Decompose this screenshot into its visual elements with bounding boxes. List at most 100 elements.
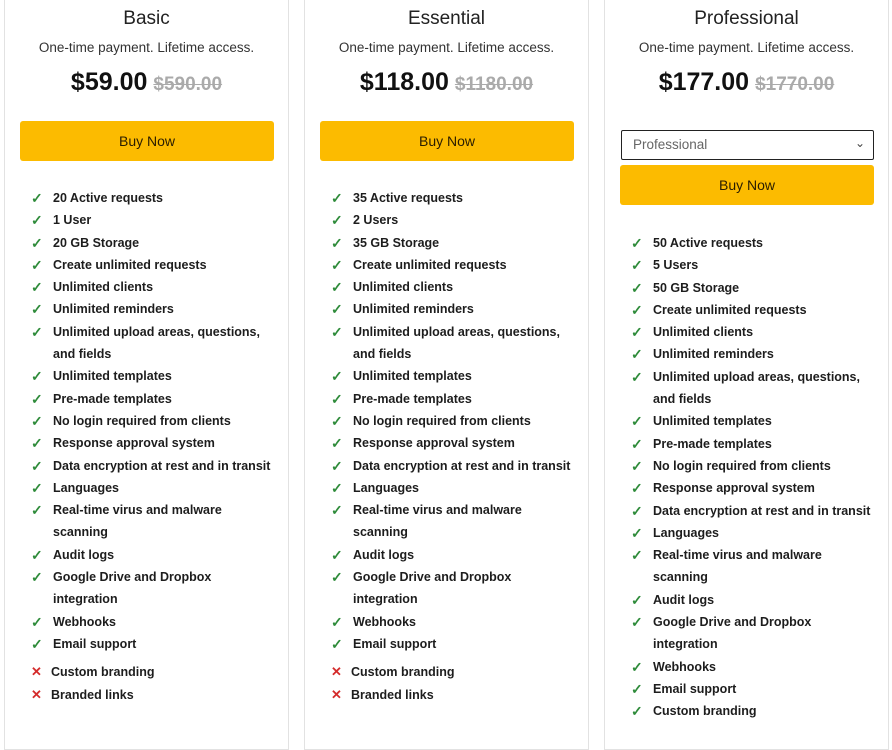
plan-title: Professional bbox=[694, 8, 799, 29]
feature-item: ✕ Custom branding bbox=[31, 661, 271, 683]
plan-tier-select[interactable]: Professional ⌄ bbox=[621, 130, 874, 160]
check-icon: ✓ bbox=[31, 368, 43, 385]
check-icon: ✓ bbox=[31, 412, 43, 429]
check-icon: ✓ bbox=[331, 234, 343, 251]
check-icon: ✓ bbox=[631, 279, 643, 296]
feature-text: Data encryption at rest and in transit bbox=[653, 503, 871, 518]
feature-item: ✓ Languages bbox=[631, 522, 871, 544]
plan-card-professional: Professional One-time payment. Lifetime … bbox=[604, 0, 889, 750]
feature-text: Data encryption at rest and in transit bbox=[53, 458, 271, 473]
plan-card-essential: Essential One-time payment. Lifetime acc… bbox=[304, 0, 589, 750]
feature-list: ✓ 50 Active requests ✓ 5 Users ✓ 50 GB Storag… bbox=[631, 232, 871, 723]
feature-item: ✓ 1 User bbox=[31, 209, 271, 231]
check-icon: ✓ bbox=[331, 190, 343, 206]
feature-item: ✓ 20 Active requests bbox=[31, 187, 271, 209]
buy-now-button[interactable]: Buy Now bbox=[320, 121, 574, 161]
feature-text: Response approval system bbox=[653, 481, 815, 496]
feature-text: Unlimited reminders bbox=[353, 302, 474, 317]
feature-text: Languages bbox=[53, 480, 119, 495]
feature-text: Custom branding bbox=[351, 665, 455, 680]
feature-item: ✓ 35 GB Storage bbox=[331, 232, 571, 254]
feature-text: Audit logs bbox=[653, 592, 715, 607]
feature-item: ✓ Real-time virus and malware scanning bbox=[31, 499, 271, 544]
feature-text: 50 GB Storage bbox=[653, 280, 740, 295]
cross-icon: ✕ bbox=[331, 686, 342, 702]
check-icon: ✓ bbox=[31, 234, 43, 251]
feature-text: Custom branding bbox=[51, 665, 155, 680]
check-icon: ✓ bbox=[631, 346, 643, 363]
feature-text: Response approval system bbox=[53, 436, 215, 451]
feature-item: ✓ Create unlimited requests bbox=[31, 254, 271, 276]
price: $59.00 $590.00 bbox=[5, 68, 288, 97]
plan-card-basic: Basic One-time payment. Lifetime access.… bbox=[4, 0, 289, 750]
check-icon: ✓ bbox=[31, 190, 43, 206]
current-price: $177.00 bbox=[658, 68, 750, 96]
cross-icon: ✕ bbox=[31, 686, 42, 702]
check-icon: ✓ bbox=[331, 457, 343, 474]
check-icon: ✓ bbox=[331, 502, 343, 519]
feature-item: ✓ Unlimited upload areas, questions, and … bbox=[631, 366, 871, 411]
feature-item: ✓ 5 Users bbox=[631, 254, 871, 276]
feature-list: ✓ 35 Active requests ✓ 2 Users ✓ 35 GB Storag… bbox=[331, 187, 571, 706]
feature-text: Languages bbox=[653, 525, 719, 540]
plan-title: Essential bbox=[407, 8, 486, 29]
feature-text: 5 Users bbox=[653, 258, 699, 273]
feature-text: Unlimited templates bbox=[53, 369, 172, 384]
check-icon: ✓ bbox=[331, 323, 343, 340]
feature-item: ✓ Data encryption at rest and in transit bbox=[31, 455, 271, 477]
feature-text: Email support bbox=[653, 681, 737, 696]
current-price: $59.00 bbox=[70, 68, 148, 96]
feature-text: Unlimited reminders bbox=[53, 302, 174, 317]
feature-text: Email support bbox=[53, 636, 137, 651]
buy-now-button[interactable]: Buy Now bbox=[620, 165, 874, 205]
feature-item: ✓ Email support bbox=[631, 678, 871, 700]
feature-item: ✓ Unlimited reminders bbox=[31, 298, 271, 320]
feature-item: ✓ Create unlimited requests bbox=[331, 254, 571, 276]
check-icon: ✓ bbox=[631, 413, 643, 430]
feature-text: Response approval system bbox=[353, 436, 515, 451]
feature-item: ✓ Audit logs bbox=[631, 589, 871, 611]
feature-item: ✓ Webhooks bbox=[331, 611, 571, 633]
feature-text: Webhooks bbox=[53, 614, 116, 629]
cross-icon: ✕ bbox=[31, 664, 42, 680]
check-icon: ✓ bbox=[331, 635, 343, 652]
check-icon: ✓ bbox=[331, 368, 343, 385]
feature-item: ✓ Response approval system bbox=[631, 477, 871, 499]
feature-text: Pre-made templates bbox=[653, 436, 772, 451]
feature-text: Webhooks bbox=[653, 659, 716, 674]
buy-now-button[interactable]: Buy Now bbox=[20, 121, 274, 161]
check-icon: ✓ bbox=[331, 256, 343, 273]
feature-item: ✓ Response approval system bbox=[31, 432, 271, 454]
check-icon: ✓ bbox=[331, 613, 343, 630]
check-icon: ✓ bbox=[631, 680, 643, 697]
feature-item: ✓ No login required from clients bbox=[31, 410, 271, 432]
feature-text: Pre-made templates bbox=[53, 391, 172, 406]
feature-item: ✓ Webhooks bbox=[631, 656, 871, 678]
original-price: $1770.00 bbox=[755, 74, 835, 95]
plan-title: Basic bbox=[123, 8, 170, 29]
feature-item: ✓ 50 Active requests bbox=[631, 232, 871, 254]
feature-text: Pre-made templates bbox=[353, 391, 472, 406]
feature-text: Create unlimited requests bbox=[53, 257, 207, 272]
feature-text: Unlimited clients bbox=[353, 280, 454, 295]
feature-item: ✓ No login required from clients bbox=[631, 455, 871, 477]
cross-icon: ✕ bbox=[331, 664, 342, 680]
check-icon: ✓ bbox=[631, 435, 643, 452]
feature-item: ✕ Branded links bbox=[31, 684, 271, 706]
check-icon: ✓ bbox=[331, 212, 343, 229]
feature-text: Create unlimited requests bbox=[353, 257, 507, 272]
check-icon: ✓ bbox=[631, 457, 643, 474]
feature-item: ✓ Google Drive and Dropbox integration bbox=[31, 566, 271, 611]
check-icon: ✓ bbox=[331, 546, 343, 563]
check-icon: ✓ bbox=[331, 569, 343, 586]
check-icon: ✓ bbox=[331, 279, 343, 296]
feature-text: 2 Users bbox=[353, 213, 399, 228]
check-icon: ✓ bbox=[31, 569, 43, 586]
feature-item: ✓ Unlimited reminders bbox=[631, 343, 871, 365]
feature-list: ✓ 20 Active requests ✓ 1 User ✓ 20 GB Storage… bbox=[31, 187, 271, 706]
check-icon: ✓ bbox=[631, 524, 643, 541]
feature-item: ✓ Real-time virus and malware scanning bbox=[631, 544, 871, 589]
check-icon: ✓ bbox=[631, 480, 643, 497]
feature-item: ✓ Unlimited clients bbox=[31, 276, 271, 298]
feature-text: 20 Active requests bbox=[53, 191, 164, 205]
